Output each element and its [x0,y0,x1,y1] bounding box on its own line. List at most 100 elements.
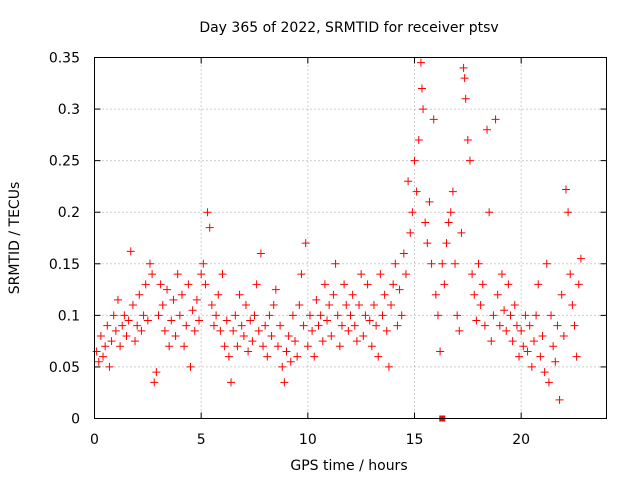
data-point [235,290,244,299]
data-point [177,290,186,299]
data-point [393,321,402,330]
data-point [483,125,492,134]
data-point [414,136,423,145]
data-point [192,295,201,304]
data-point [348,290,357,299]
data-point [233,342,242,351]
data-point [527,362,536,371]
y-tick-label: 0.15 [49,257,80,273]
data-point [493,290,502,299]
data-point [103,321,112,330]
data-point [239,331,248,340]
data-point [318,337,327,346]
data-point [500,306,509,315]
data-point [203,208,212,217]
data-point [523,347,532,356]
data-point [195,316,204,325]
data-point [295,301,304,310]
data-point [337,321,346,330]
data-point [559,331,568,340]
data-point [214,290,223,299]
data-point [205,223,214,232]
data-point [222,316,231,325]
data-point [387,301,396,310]
data-point [355,301,364,310]
data-point [96,331,105,340]
data-point [278,362,287,371]
data-point [361,311,370,320]
data-point [497,270,506,279]
data-point [171,331,180,340]
data-point [508,337,517,346]
data-point [474,259,483,268]
data-point [374,352,383,361]
data-point [389,280,398,289]
data-point [280,378,289,387]
y-tick-label: 0.3 [58,102,80,118]
data-point [165,342,174,351]
data-point [421,218,430,227]
data-point [406,228,415,237]
data-point [433,311,442,320]
data-point [284,331,293,340]
data-point [154,311,163,320]
data-point [442,239,451,248]
data-point [350,321,359,330]
data-point [459,63,468,72]
data-point [448,187,457,196]
data-point [570,321,579,330]
data-point [468,270,477,279]
data-point [314,321,323,330]
data-points [92,58,585,422]
data-point [372,321,381,330]
data-point [357,270,366,279]
data-point [139,311,148,320]
data-point [173,270,182,279]
data-point [218,270,227,279]
data-point [241,301,250,310]
y-tick-label: 0.35 [49,51,80,67]
data-point [167,316,176,325]
y-tick-label: 0.2 [58,205,80,221]
data-point [271,285,280,294]
data-point [199,259,208,268]
data-point [188,306,197,315]
x-tick-label: 5 [197,432,206,448]
data-point [282,347,291,356]
data-point [231,311,240,320]
data-point [538,331,547,340]
data-point [254,326,263,335]
data-point [446,208,455,217]
data-point [346,311,355,320]
data-point [92,347,101,356]
data-point [99,352,108,361]
data-point [244,347,253,356]
data-point [472,316,481,325]
data-point [335,342,344,351]
data-point [124,316,133,325]
data-point [519,342,528,351]
y-axis-title: SRMTID / TECUs [7,182,23,295]
y-tick-label: 0 [71,412,80,428]
data-point [201,280,210,289]
data-point [197,270,206,279]
data-point [105,362,114,371]
data-point [378,311,387,320]
data-point [250,311,259,320]
data-point [131,337,140,346]
data-point [525,321,534,330]
data-point [566,270,575,279]
data-point [265,311,274,320]
data-point [293,352,302,361]
data-point [465,156,474,165]
data-point [227,378,236,387]
data-point [542,259,551,268]
data-point [521,311,530,320]
data-point [536,352,545,361]
data-point [384,362,393,371]
data-point [574,280,583,289]
data-point [246,316,255,325]
data-point [495,321,504,330]
data-point [180,342,189,351]
